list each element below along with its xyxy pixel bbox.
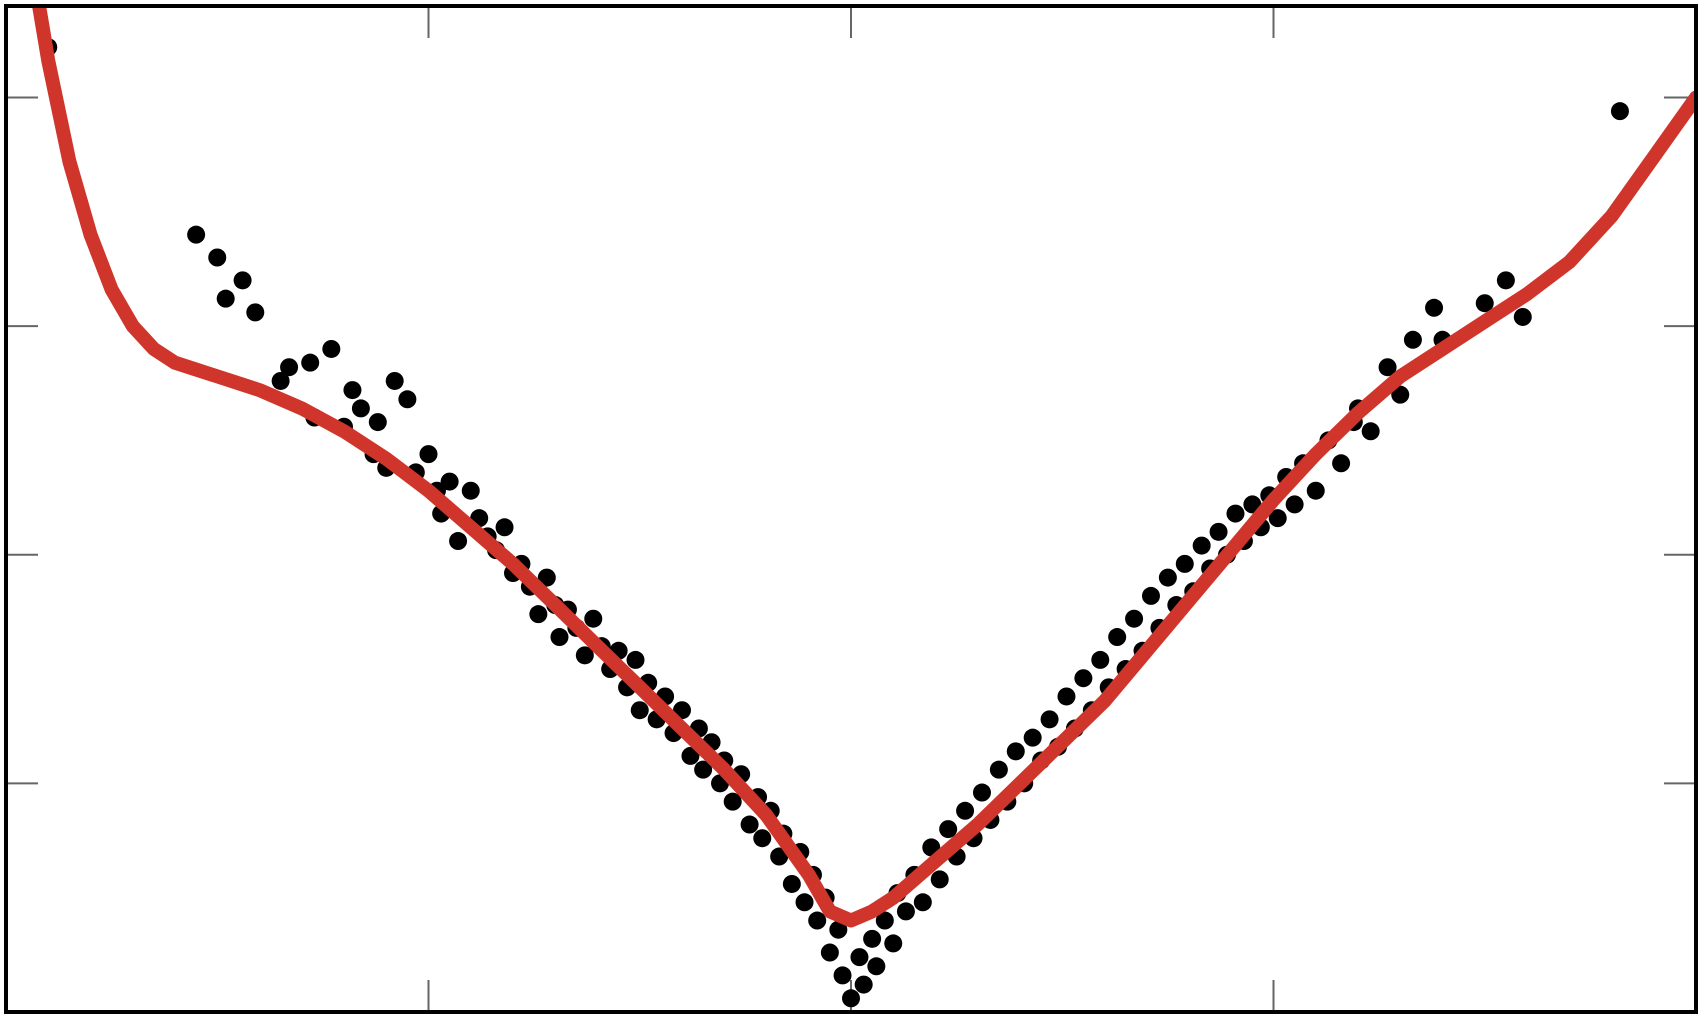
scatter-point [550,628,569,647]
scatter-point [863,929,882,948]
scatter-point [782,874,801,893]
fit-curve [31,6,1696,928]
scatter-point [854,975,873,994]
scatter-point [1332,454,1351,473]
scatter-point [584,609,603,628]
scatter-point [956,801,975,820]
scatter-point [233,271,252,290]
scatter-point [808,911,827,930]
scatter-point [930,870,949,889]
scatter-point [398,390,417,409]
scatter-point [1513,307,1532,326]
scatter-point [896,902,915,921]
scatter-point [842,989,860,1008]
scatter-point [753,829,772,848]
scatter-point [322,339,341,358]
scatter-point [1175,554,1194,573]
scatter-point [723,792,742,811]
scatter-point [208,248,227,267]
scatter-point [626,650,645,669]
scatter-point [1475,294,1494,313]
scatter-point [1192,536,1211,555]
scatter-point [694,760,713,779]
scatter-point [1125,609,1144,628]
scatter-points [39,38,1629,1008]
scatter-point [681,746,700,765]
scatter-point [770,847,789,866]
scatter-point [939,820,958,839]
scatter-point [1425,298,1444,317]
scatter-point [795,893,814,912]
scatter-point [343,381,362,400]
scatter-point [1040,710,1059,729]
scatter-point [884,934,903,953]
scatter-point [829,920,848,939]
scatter-point [1285,495,1304,514]
scatter-point [280,358,299,377]
scatter-point [1108,628,1127,647]
scatter-point [301,353,320,372]
scatter-point [1496,271,1515,290]
scatter-point [1306,481,1325,500]
scatter-point [271,371,290,390]
scatter-point [1074,669,1093,688]
scatter-point [1361,422,1380,441]
scatter-point [972,783,991,802]
scatter-point [875,911,894,930]
scatter-point [833,966,852,985]
scatter-point [246,303,265,322]
scatter-point [537,568,556,587]
scatter-point [440,472,459,491]
scatter-point [1378,358,1397,377]
scatter-point [1226,504,1245,523]
scatter-point [1091,650,1110,669]
scatter-point [529,605,548,624]
scatter-point [461,481,480,500]
scatter-point [1391,385,1410,404]
scatter-point [1006,742,1025,761]
scatter-point [449,532,468,551]
scatter-point [1209,522,1228,541]
scatter-point [216,289,235,308]
scatter-point [1023,728,1042,747]
scatter-point [1057,687,1076,706]
scatter-point [740,815,759,834]
scatter-point [187,225,206,244]
scatter-point [867,957,886,976]
scatter-point [1610,102,1629,121]
scatter-point [989,760,1008,779]
scatter-point [1268,509,1287,528]
scatter-point [850,948,869,967]
scatter-point [1141,586,1160,605]
scatter-point [820,943,839,962]
scatter-point [1158,568,1177,587]
plot-frame [4,4,1698,1014]
scatter-point [630,701,649,720]
scatter-point [351,399,370,418]
scatter-point [385,371,404,390]
scatter-point [913,893,932,912]
scatter-point [1403,330,1422,349]
scatter-point [575,646,594,665]
scatter-point [368,413,387,432]
scatter-point [419,445,438,464]
scatter-point [495,518,514,537]
